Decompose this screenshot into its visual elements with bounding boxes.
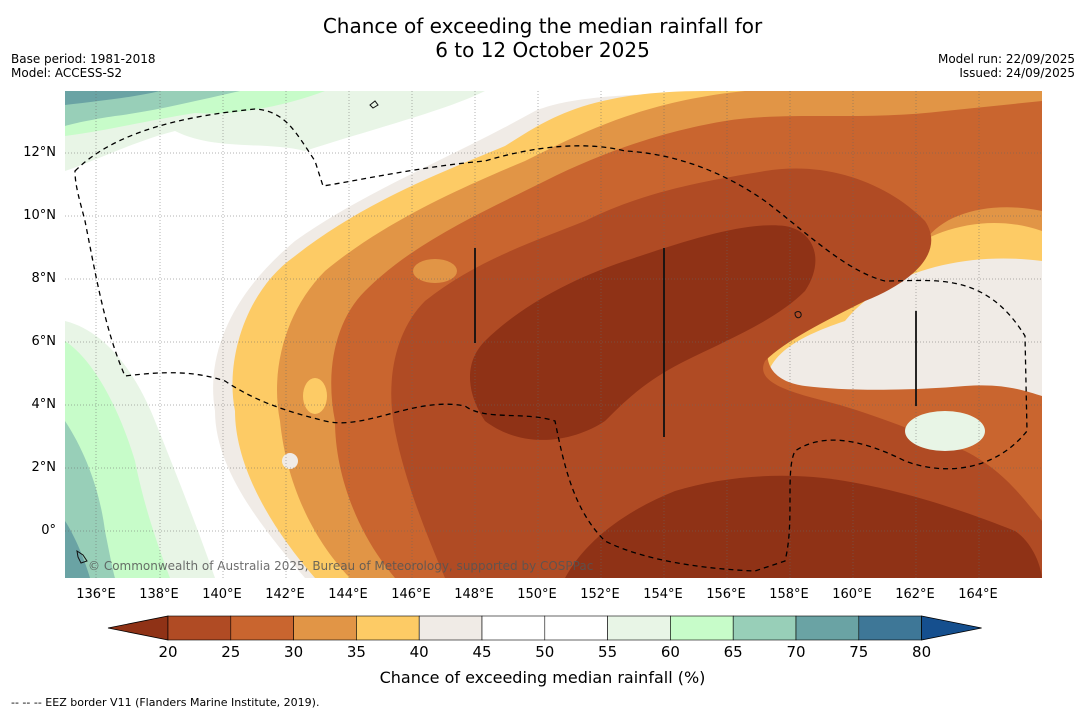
colorbar-tick-label: 70 bbox=[786, 643, 806, 661]
colorbar-tick-label: 55 bbox=[598, 643, 618, 661]
colorbar-tick-label: 75 bbox=[849, 643, 869, 661]
colorbar-tick-label: 35 bbox=[346, 643, 366, 661]
latitude-label: 6°N bbox=[31, 334, 57, 349]
colorbar-tick-label: 30 bbox=[284, 643, 304, 661]
longitude-label: 146°E bbox=[391, 587, 431, 602]
meta-left: Base period: 1981-2018 Model: ACCESS-S2 bbox=[11, 52, 156, 80]
longitude-label: 152°E bbox=[580, 587, 620, 602]
small-blob-yellow bbox=[303, 378, 327, 414]
small-blob-green bbox=[905, 411, 985, 451]
colorbar-segment bbox=[230, 615, 294, 641]
model-run: Model run: 22/09/2025 bbox=[937, 52, 1075, 66]
eez-border-palau-west bbox=[74, 108, 1028, 572]
eez-footnote: -- -- -- EEZ border V11 (Flanders Marine… bbox=[11, 696, 320, 709]
colorbar-tick-label: 65 bbox=[723, 643, 743, 661]
latitude-label: 10°N bbox=[23, 208, 56, 223]
colorbar-tick-label: 60 bbox=[660, 643, 680, 661]
colorbar-segment bbox=[670, 615, 734, 641]
island-outlines bbox=[76, 100, 802, 564]
title-line-1: Chance of exceeding the median rainfall … bbox=[322, 14, 763, 38]
longitude-label: 144°E bbox=[328, 587, 368, 602]
longitude-label: 154°E bbox=[643, 587, 683, 602]
colorbar-segment bbox=[481, 615, 546, 641]
colorbar-segment bbox=[732, 615, 797, 641]
rainfall-map: © Commonwealth of Australia 2025, Bureau… bbox=[65, 91, 1042, 578]
base-period: Base period: 1981-2018 bbox=[11, 52, 156, 66]
issued-date: Issued: 24/09/2025 bbox=[959, 66, 1075, 80]
longitude-label: 162°E bbox=[895, 587, 935, 602]
colorbar-high-arrow bbox=[921, 615, 982, 641]
colorbar-segment bbox=[356, 615, 420, 641]
colorbar-label: Chance of exceeding median rainfall (%) bbox=[379, 668, 706, 687]
longitude-label: 148°E bbox=[454, 587, 494, 602]
colorbar-tick-label: 20 bbox=[158, 643, 178, 661]
latitude-label: 12°N bbox=[23, 145, 56, 160]
latitude-label: 2°N bbox=[31, 460, 57, 475]
map-title: Chance of exceeding the median rainfall … bbox=[0, 14, 1085, 62]
colorbar-tick-label: 25 bbox=[221, 643, 241, 661]
longitude-label: 136°E bbox=[76, 587, 116, 602]
longitude-label: 158°E bbox=[769, 587, 809, 602]
graticule bbox=[65, 91, 1042, 578]
longitude-label: 142°E bbox=[265, 587, 305, 602]
colorbar-segment bbox=[607, 615, 671, 641]
colorbar-tick-label: 50 bbox=[535, 643, 555, 661]
longitude-label: 140°E bbox=[202, 587, 242, 602]
colorbar-segment bbox=[858, 615, 922, 641]
contour-20-south bbox=[565, 475, 1042, 578]
colorbar-low-arrow bbox=[107, 615, 169, 641]
latitude-label: 8°N bbox=[31, 271, 57, 286]
longitude-label: 138°E bbox=[139, 587, 179, 602]
copyright-text: © Commonwealth of Australia 2025, Bureau… bbox=[88, 559, 593, 573]
colorbar-tick-label: 80 bbox=[912, 643, 932, 661]
colorbar-segment bbox=[795, 615, 860, 641]
contour-20-central bbox=[470, 225, 816, 440]
title-line-2: 6 to 12 October 2025 bbox=[435, 38, 650, 62]
small-blob-beige bbox=[282, 453, 298, 469]
colorbar-segment bbox=[418, 615, 483, 641]
latitude-label: 0° bbox=[41, 523, 56, 538]
small-blob-orange bbox=[413, 259, 457, 283]
contour-75-nw bbox=[65, 91, 160, 105]
eez-borders bbox=[74, 108, 1028, 572]
contour-25 bbox=[391, 168, 1042, 578]
colorbar-tick-label: 40 bbox=[409, 643, 429, 661]
colorbar bbox=[107, 615, 982, 641]
latitude-label: 4°N bbox=[31, 397, 57, 412]
longitude-label: 164°E bbox=[958, 587, 998, 602]
longitude-label: 160°E bbox=[832, 587, 872, 602]
contour-75-west bbox=[65, 521, 90, 578]
colorbar-segment bbox=[544, 615, 608, 641]
longitude-label: 150°E bbox=[517, 587, 557, 602]
colorbar-segment bbox=[293, 615, 357, 641]
contour-70-west bbox=[65, 421, 115, 578]
colorbar-segment bbox=[167, 615, 232, 641]
meridian-markers bbox=[474, 248, 917, 437]
longitude-label: 156°E bbox=[706, 587, 746, 602]
model-name: Model: ACCESS-S2 bbox=[11, 66, 123, 80]
colorbar-tick-label: 45 bbox=[472, 643, 492, 661]
meta-right: Model run: 22/09/2025 Issued: 24/09/2025 bbox=[938, 52, 1075, 80]
